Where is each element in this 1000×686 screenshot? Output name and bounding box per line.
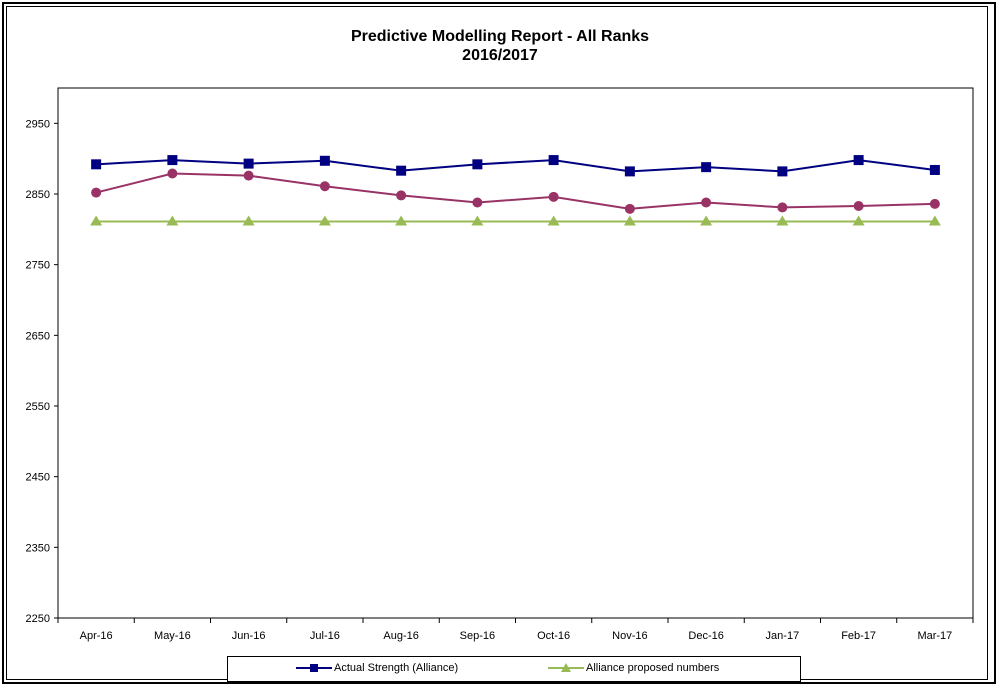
data-point — [548, 191, 559, 202]
data-point — [928, 215, 941, 226]
data-point — [90, 215, 103, 226]
chart-title: Predictive Modelling Report - All Ranks — [350, 28, 650, 45]
data-point — [624, 166, 635, 177]
data-point — [624, 203, 635, 214]
legend-item-alliance-proposed: Alliance proposed numbers — [548, 662, 719, 674]
series-1 — [91, 168, 940, 214]
data-point — [548, 155, 559, 166]
data-point — [776, 215, 789, 226]
data-point — [319, 155, 330, 166]
data-point — [395, 215, 408, 226]
data-point — [242, 215, 255, 226]
data-point — [472, 197, 483, 208]
x-tick-label: May-16 — [154, 630, 191, 642]
x-tick-label: Mar-17 — [917, 630, 952, 642]
data-point — [396, 165, 407, 176]
data-point — [777, 202, 788, 213]
data-point — [91, 159, 102, 170]
data-point — [929, 198, 940, 209]
data-point — [243, 170, 254, 181]
data-point — [853, 155, 864, 166]
legend: Actual Strength (Alliance) Alliance prop… — [227, 656, 801, 682]
series-layer — [90, 155, 941, 226]
x-tick-label: Jul-16 — [310, 630, 340, 642]
y-tick-label: 2950 — [26, 118, 50, 130]
y-tick-label: 2850 — [26, 189, 50, 201]
data-point — [166, 215, 179, 226]
data-point — [471, 215, 484, 226]
data-point — [701, 162, 712, 173]
legend-item-actual-strength: Actual Strength (Alliance) — [296, 662, 458, 674]
legend-marker-triangle-icon — [548, 663, 584, 673]
data-point — [701, 197, 712, 208]
series-line — [95, 172, 935, 210]
chart-subtitle: 2016/2017 — [462, 47, 538, 64]
legend-marker-square-icon — [296, 664, 332, 673]
y-tick-label: 2650 — [26, 330, 50, 342]
axes: 2250 2350 2450 2550 2650 2750 2850 2950 Apr-16 Ma… — [26, 118, 974, 642]
series-0 — [91, 155, 940, 177]
x-tick-label: Jan-17 — [766, 630, 800, 642]
series-2 — [90, 215, 941, 226]
y-tick-label: 2550 — [26, 401, 50, 413]
x-tick-label: Dec-16 — [688, 630, 723, 642]
data-point — [852, 215, 865, 226]
data-point — [167, 168, 178, 179]
x-tick-label: Sep-16 — [460, 630, 495, 642]
y-tick-label: 2450 — [26, 472, 50, 484]
y-tick-label: 2350 — [26, 542, 50, 554]
x-tick-label: Aug-16 — [383, 630, 418, 642]
data-point — [472, 159, 483, 170]
legend-label-alliance-proposed: Alliance proposed numbers — [586, 662, 720, 675]
data-point — [777, 166, 788, 177]
x-tick-label: Apr-16 — [80, 630, 113, 642]
y-tick-label: 2750 — [26, 260, 50, 272]
data-point — [853, 201, 864, 212]
x-tick-label: Feb-17 — [841, 630, 876, 642]
legend-label-actual-strength: Actual Strength (Alliance) — [334, 662, 459, 675]
data-point — [319, 181, 330, 192]
series-line — [96, 159, 936, 173]
data-point — [396, 190, 407, 201]
data-point — [243, 158, 254, 169]
x-tick-label: Nov-16 — [612, 630, 647, 642]
x-tick-label: Jun-16 — [232, 630, 266, 642]
data-point — [623, 215, 636, 226]
y-tick-label: 2250 — [26, 613, 50, 625]
data-point — [91, 187, 102, 198]
x-tick-label: Oct-16 — [537, 630, 570, 642]
data-point — [167, 155, 178, 166]
data-point — [700, 215, 713, 226]
data-point — [547, 215, 560, 226]
data-point — [929, 164, 940, 175]
data-point — [318, 215, 331, 226]
plot-area — [57, 87, 974, 619]
